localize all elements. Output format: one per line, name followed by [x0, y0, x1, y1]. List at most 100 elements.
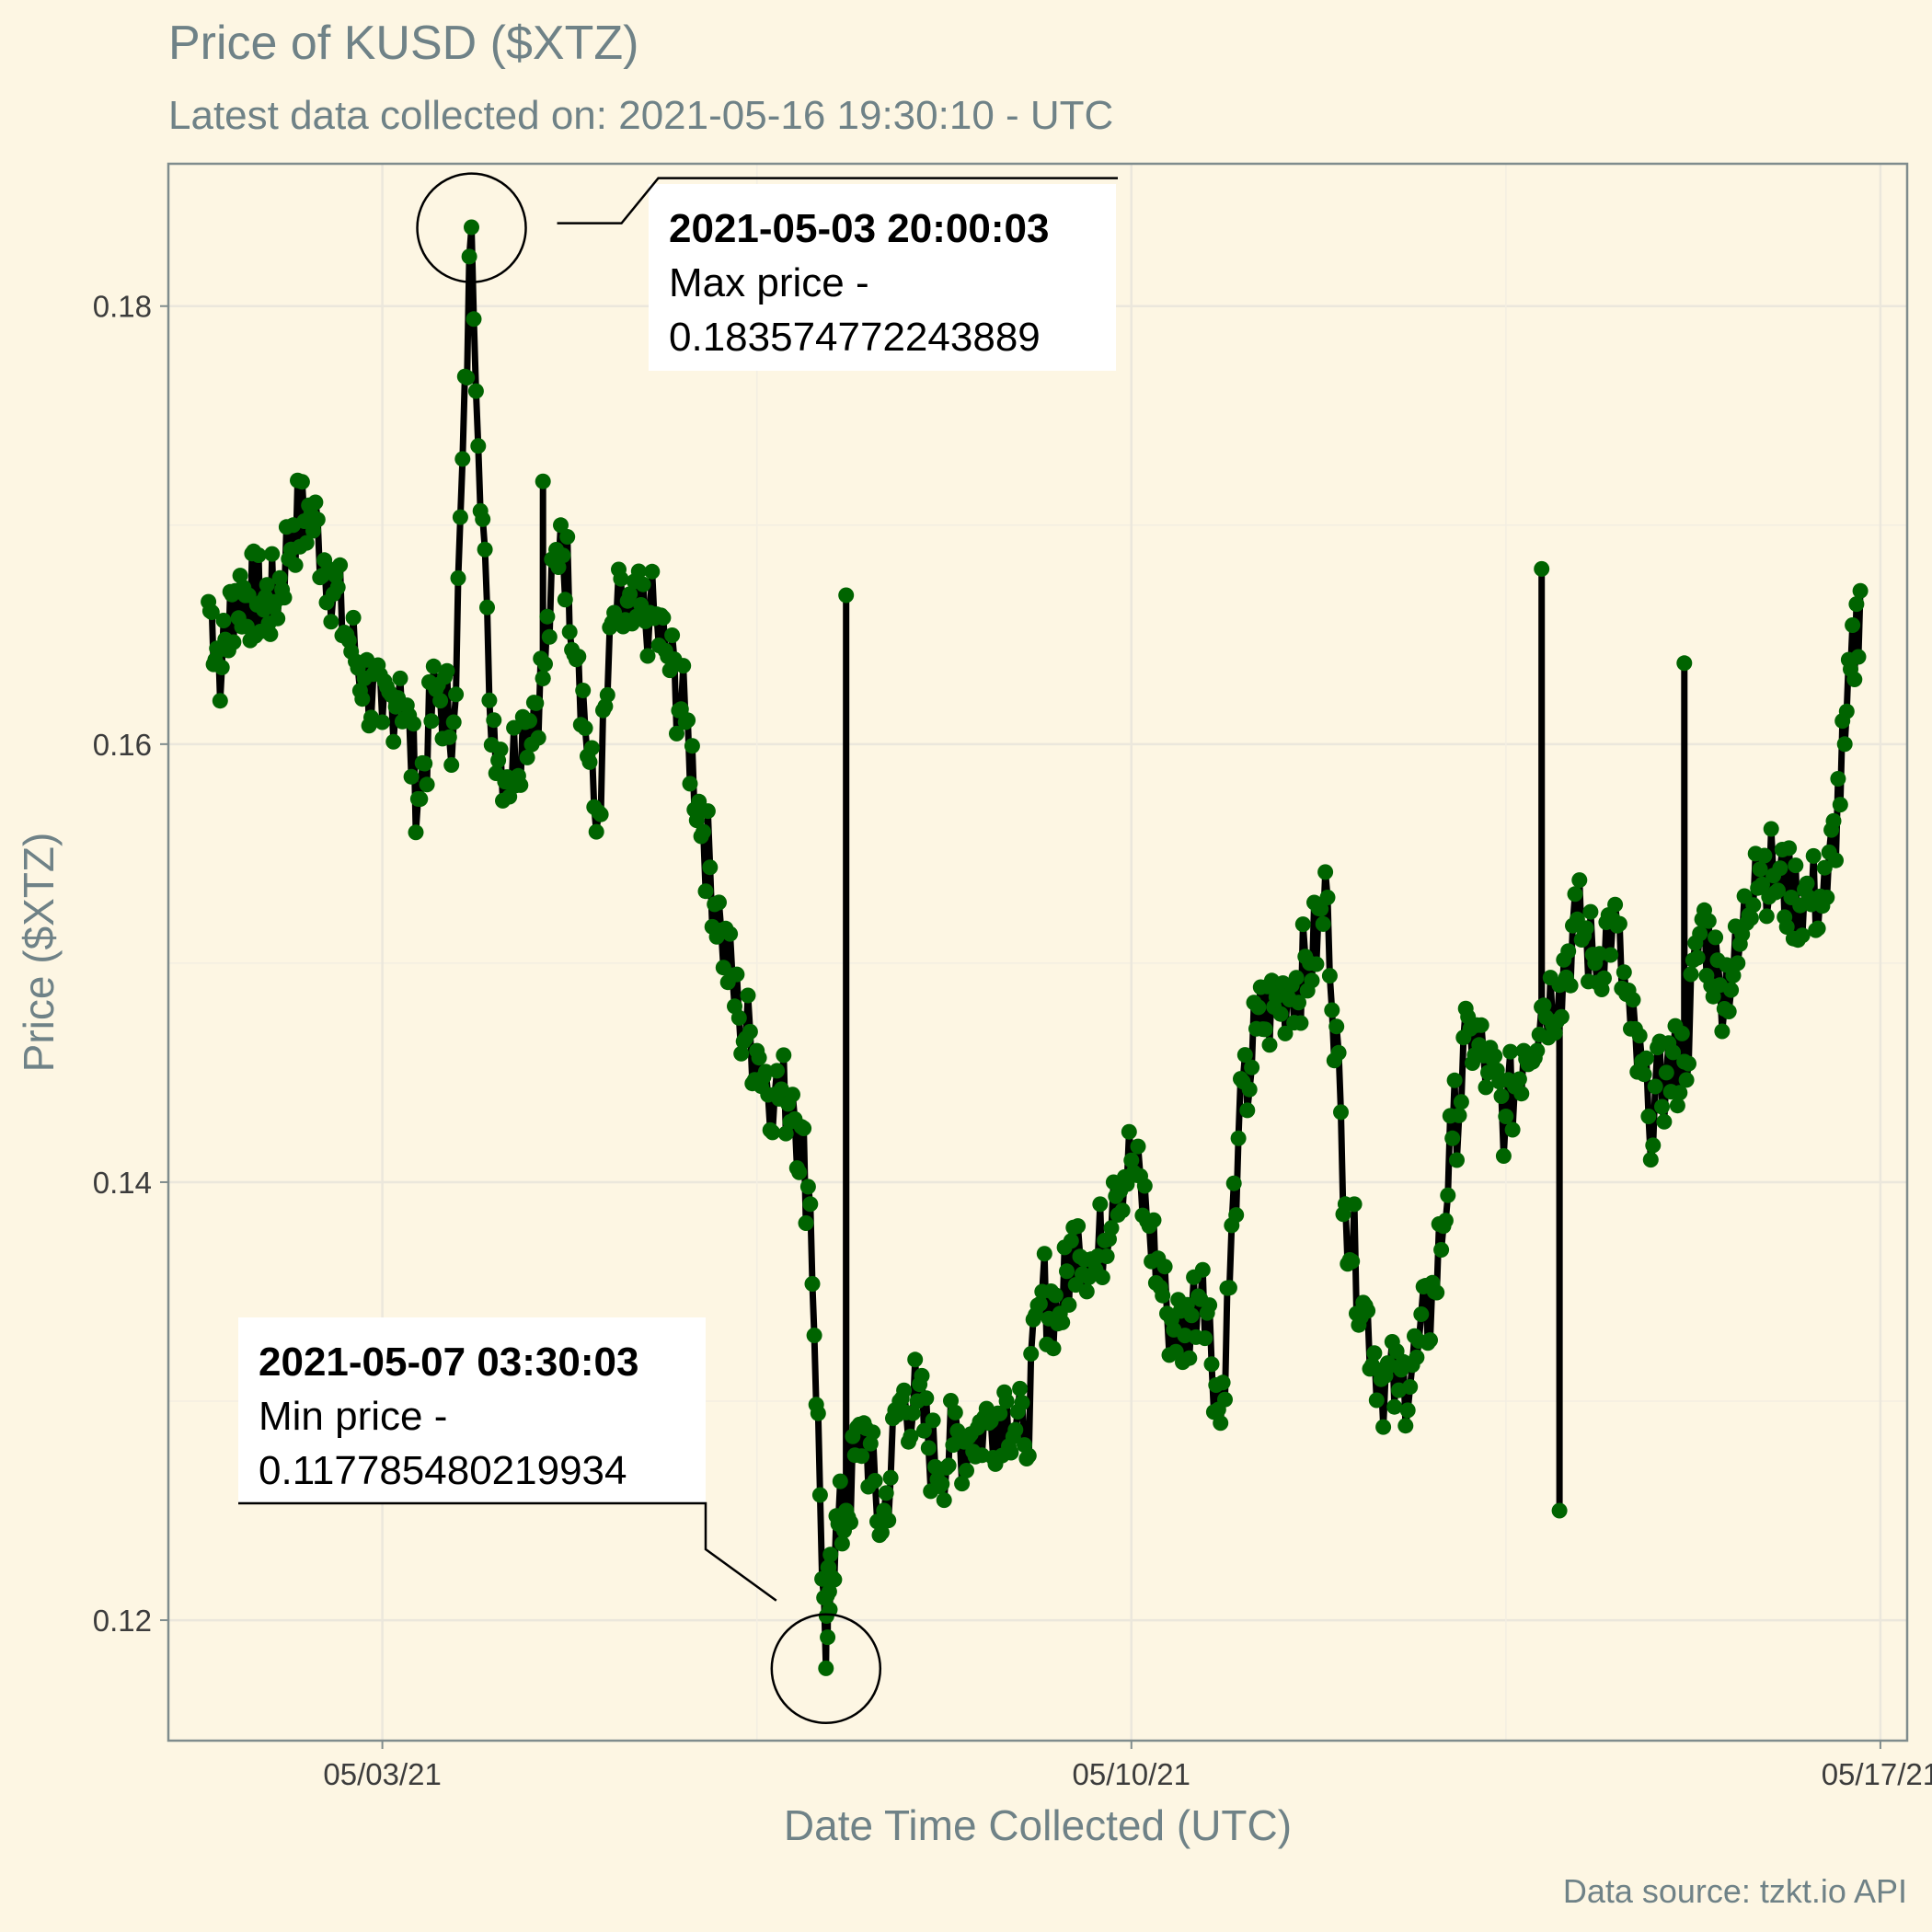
price-point	[583, 740, 600, 756]
price-point	[466, 311, 482, 328]
price-point	[1444, 1130, 1461, 1146]
price-point	[798, 1215, 814, 1231]
price-point	[1805, 847, 1822, 864]
price-point	[1375, 1419, 1392, 1435]
price-point	[1183, 1307, 1200, 1324]
price-point	[1639, 1050, 1654, 1066]
price-point	[332, 557, 349, 573]
price-point	[1386, 1398, 1403, 1415]
price-point	[1197, 1330, 1213, 1347]
price-point	[1616, 964, 1632, 981]
price-point	[1315, 915, 1331, 932]
price-point	[1654, 1098, 1670, 1115]
price-point	[1845, 617, 1861, 633]
plot-panel-border	[167, 162, 1909, 1742]
price-point	[1036, 1246, 1052, 1262]
price-point	[1241, 1081, 1258, 1098]
max-annotation-circle	[416, 172, 527, 283]
price-point	[1656, 1113, 1673, 1130]
price-point	[920, 1440, 937, 1456]
price-point	[1832, 797, 1848, 813]
price-point	[1003, 1444, 1019, 1461]
price-point	[1346, 1196, 1363, 1213]
price-point	[880, 1512, 897, 1529]
price-point	[1123, 1152, 1140, 1168]
price-point	[1344, 1253, 1361, 1270]
price-series	[201, 219, 1869, 1676]
price-point	[1366, 1345, 1383, 1362]
price-point	[1794, 927, 1811, 944]
price-point	[1683, 966, 1699, 983]
price-point	[1681, 1055, 1696, 1072]
price-point	[1647, 1078, 1663, 1095]
price-point	[711, 894, 727, 911]
price-point	[733, 1045, 750, 1062]
price-point	[250, 547, 267, 563]
price-point	[1498, 1109, 1514, 1124]
price-point	[441, 729, 457, 745]
price-point	[1121, 1123, 1137, 1140]
price-point	[992, 1405, 1008, 1421]
price-point	[599, 686, 615, 703]
price-point	[1534, 560, 1550, 577]
price-point	[1094, 1270, 1110, 1285]
price-point	[1493, 1088, 1510, 1104]
price-point	[1308, 956, 1325, 972]
price-point	[588, 823, 604, 840]
price-point	[907, 1351, 924, 1368]
price-point	[1551, 1502, 1568, 1519]
price-point	[1261, 1037, 1278, 1053]
price-point	[914, 1367, 930, 1384]
price-point	[1625, 992, 1641, 1008]
price-point	[537, 656, 553, 673]
price-point	[1846, 672, 1863, 687]
price-point	[1825, 812, 1842, 829]
price-point	[575, 683, 592, 698]
price-point	[882, 1469, 899, 1486]
price-point	[622, 586, 638, 603]
price-point	[232, 568, 248, 584]
price-point	[1513, 1086, 1530, 1102]
price-point	[539, 608, 556, 625]
price-point	[664, 627, 681, 643]
price-point	[1257, 1021, 1273, 1038]
price-point	[804, 1276, 821, 1292]
price-point	[1202, 1297, 1218, 1314]
price-point	[1828, 852, 1844, 868]
price-point	[1567, 886, 1583, 903]
y-tick-label: 0.16	[93, 728, 152, 762]
price-point	[1007, 1421, 1024, 1438]
price-point	[613, 570, 629, 587]
price-point	[1799, 875, 1815, 891]
price-point	[492, 742, 509, 758]
price-point	[392, 670, 408, 686]
price-point	[1047, 1287, 1064, 1304]
price-point	[1321, 968, 1338, 984]
price-point	[826, 1571, 843, 1588]
price-point	[1658, 1064, 1674, 1081]
price-point	[264, 546, 281, 562]
price-point	[425, 658, 442, 674]
price-point	[452, 509, 468, 525]
price-point	[873, 1524, 890, 1541]
price-point	[1213, 1415, 1229, 1432]
price-point	[345, 609, 362, 626]
price-point	[1422, 1332, 1438, 1349]
price-point	[464, 219, 479, 236]
price-point	[1319, 890, 1336, 905]
price-point	[878, 1485, 894, 1501]
price-point	[927, 1458, 943, 1475]
y-axis-label: Price ($XTZ)	[15, 833, 63, 1073]
max-annotation-label: Max price -	[669, 260, 869, 305]
price-point	[1250, 999, 1267, 1016]
price-point	[293, 474, 310, 490]
price-point	[765, 1124, 781, 1141]
price-point	[1478, 1079, 1494, 1096]
price-point	[1850, 649, 1867, 665]
price-point	[1642, 1152, 1659, 1168]
price-point	[1324, 1002, 1340, 1018]
price-point	[592, 806, 609, 822]
price-point	[1368, 1392, 1385, 1409]
price-point	[903, 1428, 919, 1444]
price-point	[561, 624, 578, 640]
